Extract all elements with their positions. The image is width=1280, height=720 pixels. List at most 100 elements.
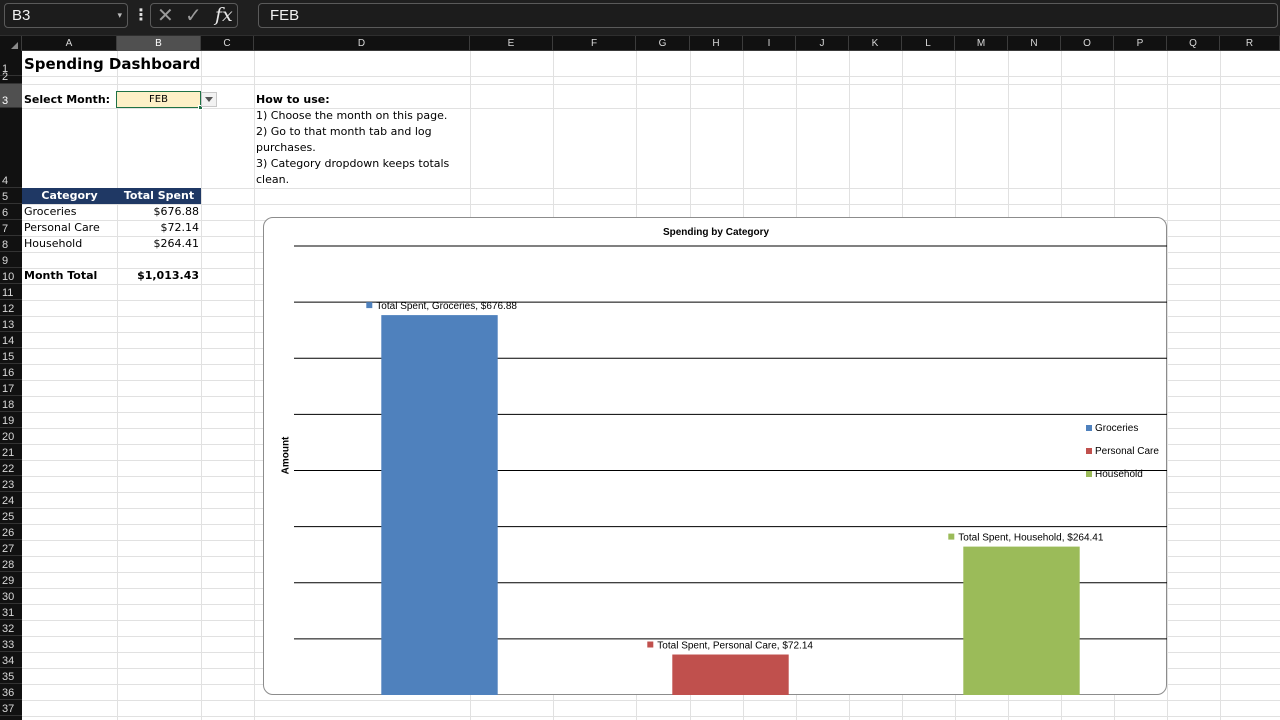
month-selector-cell[interactable]: FEB — [116, 91, 203, 110]
row-header-29[interactable]: 29 — [0, 572, 22, 588]
row-header-22[interactable]: 22 — [0, 460, 22, 476]
how-to-title[interactable]: How to use: — [256, 93, 330, 106]
month-total-value[interactable]: $1,013.43 — [137, 269, 199, 282]
row-header-13[interactable]: 13 — [0, 316, 22, 332]
row-header-31[interactable]: 31 — [0, 604, 22, 620]
row-header-9[interactable]: 9 — [0, 252, 22, 268]
column-header-r[interactable]: R — [1220, 36, 1280, 51]
row-header-19[interactable]: 19 — [0, 412, 22, 428]
column-header-a[interactable]: A — [22, 36, 117, 51]
column-header-e[interactable]: E — [470, 36, 553, 51]
chart-data-label[interactable]: Total Spent, Personal Care, $72.14 — [657, 641, 813, 652]
row-header-14[interactable]: 14 — [0, 332, 22, 348]
how-to-line[interactable]: 2) Go to that month tab and log — [256, 125, 432, 138]
cancel-icon[interactable]: ✕ — [157, 3, 174, 27]
more-options-icon[interactable]: ⋮ — [133, 5, 149, 24]
grid-hline — [22, 716, 1280, 717]
column-header-q[interactable]: Q — [1167, 36, 1220, 51]
column-header-j[interactable]: J — [796, 36, 849, 51]
column-header-d[interactable]: D — [254, 36, 470, 51]
row-header-17[interactable]: 17 — [0, 380, 22, 396]
chart-data-label[interactable]: Total Spent, Household, $264.41 — [958, 533, 1104, 544]
table-cell-category[interactable]: Groceries — [24, 205, 77, 218]
how-to-line[interactable]: clean. — [256, 173, 290, 186]
row-header-6[interactable]: 6 — [0, 204, 22, 220]
name-box-value: B3 — [12, 7, 31, 24]
chart-legend[interactable]: Groceries Personal Care Household — [1086, 423, 1166, 492]
enter-icon[interactable]: ✓ — [185, 3, 202, 27]
column-header-h[interactable]: H — [690, 36, 743, 51]
fill-handle[interactable] — [198, 105, 203, 110]
how-to-line[interactable]: 3) Category dropdown keeps totals — [256, 157, 450, 170]
chart-bar-household[interactable] — [963, 546, 1080, 695]
table-header-category[interactable]: Category — [22, 188, 117, 204]
column-header-f[interactable]: F — [553, 36, 636, 51]
row-header-33[interactable]: 33 — [0, 636, 22, 652]
chart-bar-groceries[interactable] — [381, 315, 498, 695]
row-header-8[interactable]: 8 — [0, 236, 22, 252]
row-header-25[interactable]: 25 — [0, 508, 22, 524]
row-header-1[interactable]: 1 — [0, 51, 22, 76]
row-header-21[interactable]: 21 — [0, 444, 22, 460]
column-header-n[interactable]: N — [1008, 36, 1061, 51]
row-header-11[interactable]: 11 — [0, 284, 22, 300]
row-header-35[interactable]: 35 — [0, 668, 22, 684]
column-header-p[interactable]: P — [1114, 36, 1167, 51]
name-box[interactable]: B3 ▾ — [4, 3, 128, 28]
row-header-7[interactable]: 7 — [0, 220, 22, 236]
row-header-2[interactable]: 2 — [0, 71, 22, 84]
row-header-12[interactable]: 12 — [0, 300, 22, 316]
row-header-30[interactable]: 30 — [0, 588, 22, 604]
row-header-24[interactable]: 24 — [0, 492, 22, 508]
row-header-23[interactable]: 23 — [0, 476, 22, 492]
row-header-10[interactable]: 10 — [0, 268, 22, 284]
column-header-b[interactable]: B — [117, 36, 201, 51]
column-header-i[interactable]: I — [743, 36, 796, 51]
table-cell-category[interactable]: Personal Care — [24, 221, 100, 234]
chart-data-label[interactable]: Total Spent, Groceries, $676.88 — [376, 301, 517, 312]
column-header-l[interactable]: L — [902, 36, 955, 51]
column-header-m[interactable]: M — [955, 36, 1008, 51]
row-header-4[interactable]: 4 — [0, 108, 22, 188]
row-header-15[interactable]: 15 — [0, 348, 22, 364]
row-header-18[interactable]: 18 — [0, 396, 22, 412]
chart-bar-personal-care[interactable] — [672, 654, 789, 695]
table-cell-category[interactable]: Household — [24, 237, 83, 250]
row-header-5[interactable]: 5 — [0, 188, 22, 204]
insert-function-icon[interactable]: fx — [215, 4, 233, 26]
row-header-26[interactable]: 26 — [0, 524, 22, 540]
table-cell-total[interactable]: $72.14 — [160, 221, 200, 234]
table-header-total[interactable]: Total Spent — [117, 188, 201, 204]
dashboard-title[interactable]: Spending Dashboard — [24, 55, 201, 73]
month-dropdown-button[interactable] — [201, 92, 217, 107]
column-header-k[interactable]: K — [849, 36, 902, 51]
month-total-label[interactable]: Month Total — [24, 269, 98, 282]
spending-chart[interactable]: Total Spent, Groceries, $676.88 Total Spe… — [263, 217, 1167, 695]
row-header-32[interactable]: 32 — [0, 620, 22, 636]
formula-input[interactable]: FEB — [258, 3, 1278, 28]
legend-item[interactable]: Personal Care — [1086, 446, 1166, 469]
select-all-corner[interactable] — [0, 36, 22, 51]
row-header-16[interactable]: 16 — [0, 364, 22, 380]
table-cell-total[interactable]: $264.41 — [153, 237, 200, 250]
row-header-3[interactable]: 3 — [0, 84, 22, 108]
row-header-37[interactable]: 37 — [0, 700, 22, 716]
legend-item[interactable]: Groceries — [1086, 423, 1166, 446]
how-to-line[interactable]: purchases. — [256, 141, 316, 154]
select-month-label[interactable]: Select Month: — [24, 93, 111, 106]
name-box-dropdown-icon[interactable]: ▾ — [117, 10, 122, 20]
legend-item[interactable]: Household — [1086, 469, 1166, 492]
column-header-g[interactable]: G — [636, 36, 690, 51]
row-header-27[interactable]: 27 — [0, 540, 22, 556]
row-header-28[interactable]: 28 — [0, 556, 22, 572]
table-cell-total[interactable]: $676.88 — [153, 205, 200, 218]
column-header-o[interactable]: O — [1061, 36, 1114, 51]
chart-title[interactable]: Spending by Category — [662, 227, 770, 238]
select-all-icon — [11, 42, 18, 49]
y-axis-label[interactable]: Amount — [280, 436, 292, 475]
column-header-c[interactable]: C — [201, 36, 254, 51]
how-to-line[interactable]: 1) Choose the month on this page. — [256, 109, 448, 122]
row-header-34[interactable]: 34 — [0, 652, 22, 668]
row-header-36[interactable]: 36 — [0, 684, 22, 700]
row-header-20[interactable]: 20 — [0, 428, 22, 444]
